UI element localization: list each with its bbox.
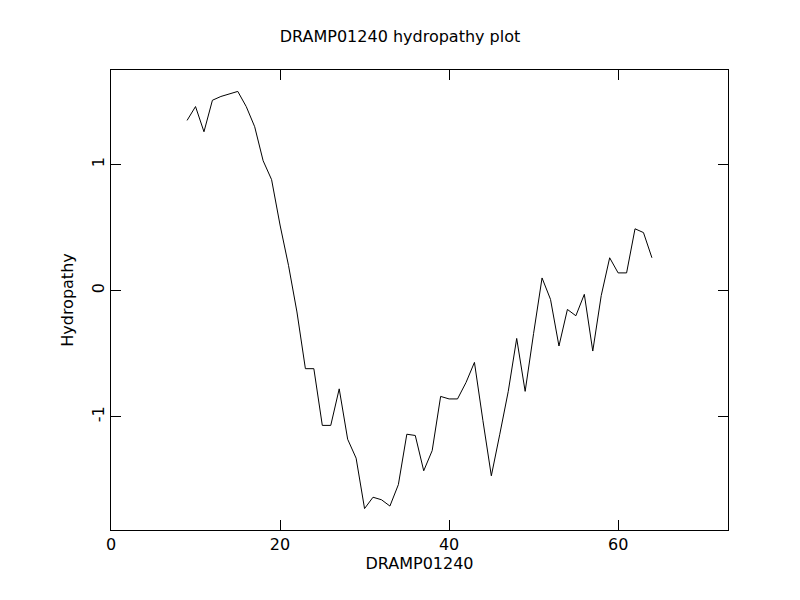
svg-text:40: 40	[439, 535, 459, 554]
svg-text:Hydropathy: Hydropathy	[58, 253, 77, 347]
svg-text:60: 60	[608, 535, 628, 554]
svg-text:-1: -1	[89, 406, 108, 422]
svg-text:1: 1	[89, 157, 108, 167]
svg-text:DRAMP01240: DRAMP01240	[365, 554, 473, 573]
svg-text:0: 0	[106, 535, 116, 554]
svg-text:0: 0	[89, 283, 108, 293]
svg-text:20: 20	[270, 535, 290, 554]
svg-text:DRAMP01240 hydropathy plot: DRAMP01240 hydropathy plot	[280, 27, 521, 46]
